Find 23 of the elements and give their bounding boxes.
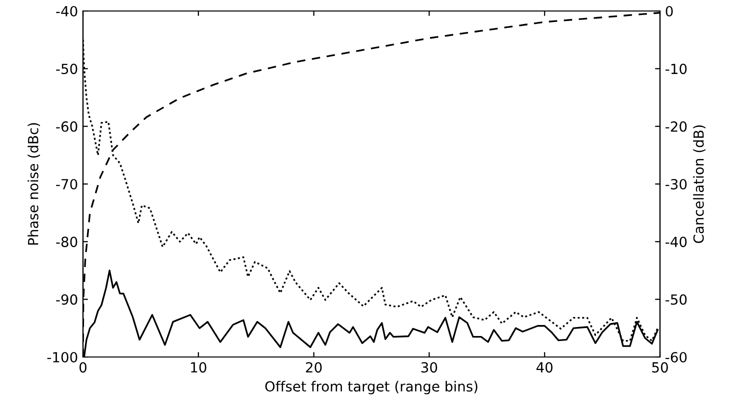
- y2-tick-label: -20: [666, 121, 687, 132]
- x-tick-label: 10: [191, 362, 206, 373]
- y2-tick-label: -30: [666, 178, 687, 190]
- x-axis-title: Offset from target (range bins): [265, 380, 478, 394]
- x-tick-label: 0: [79, 362, 86, 373]
- x-tick-label: 40: [536, 362, 553, 373]
- y2-tick-label: -50: [666, 294, 687, 305]
- y-tick-label: -90: [56, 294, 78, 305]
- y-tick-label: -80: [56, 236, 78, 248]
- y2-tick-label: -10: [666, 64, 687, 74]
- x-tick-label: 30: [421, 362, 438, 373]
- y-axis-title: Phase noise (dBc): [28, 123, 40, 245]
- x-tick-label: 20: [306, 362, 322, 373]
- y-tick-label: -50: [56, 64, 78, 74]
- y-tick-label: -100: [47, 352, 78, 362]
- y2-axis-title: Cancellation (dB): [693, 125, 706, 244]
- y-tick-label: -40: [56, 6, 78, 16]
- x-tick-label: 50: [652, 362, 668, 373]
- y-tick-label: -60: [56, 121, 78, 132]
- y2-tick-label: -60: [666, 352, 687, 362]
- y2-tick-label: 0: [666, 6, 673, 16]
- y-tick-label: -70: [56, 178, 78, 190]
- y2-tick-label: -40: [666, 236, 687, 248]
